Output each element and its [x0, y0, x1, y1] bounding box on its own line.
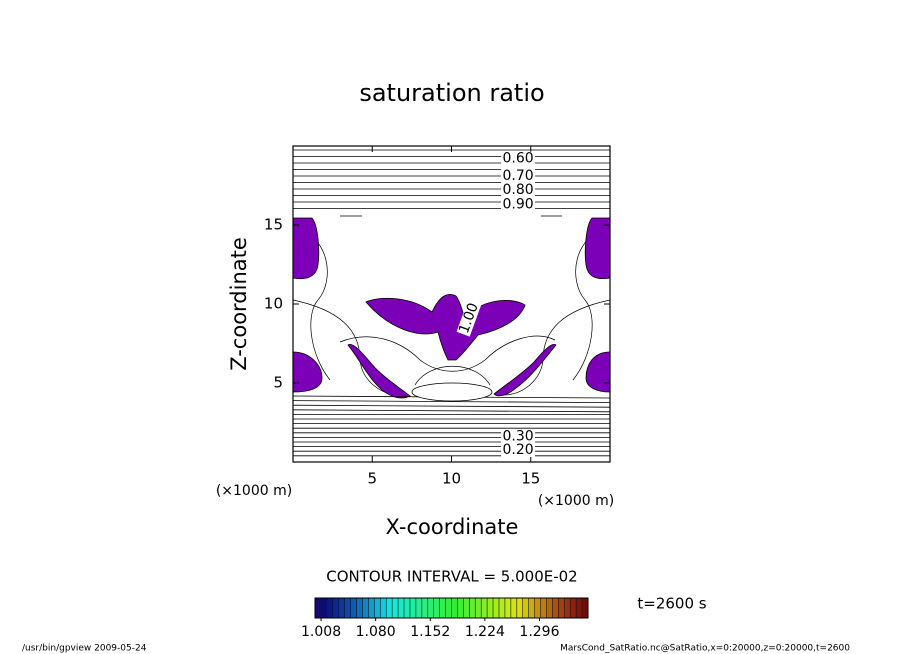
contour-label: 0.70: [502, 168, 533, 184]
contour-label-bg: [456, 299, 482, 337]
colorbar-stripe: [315, 598, 321, 618]
y-axis-label: Z-coordinate: [227, 237, 251, 371]
colorbar-stripe: [398, 598, 405, 618]
saturated-region: [584, 217, 611, 280]
colorbar-stripe: [356, 598, 363, 618]
x-tick-label: 5: [367, 470, 377, 488]
time-label: t=2600 s: [637, 595, 706, 613]
contour-label: 0.60: [502, 151, 533, 167]
colorbar-stripe: [427, 598, 434, 618]
colorbar-stripe: [534, 598, 541, 618]
contour-line: [292, 400, 611, 403]
contour-label-bg: [501, 169, 536, 184]
colorbar-stripe: [463, 598, 470, 618]
colorbar-stripe: [409, 598, 416, 618]
x-tick-label: 15: [521, 470, 540, 488]
colorbar-tick-label: 1.152: [410, 624, 450, 640]
colorbar-tick-label: 1.296: [519, 624, 559, 640]
colorbar-tick-label: 1.080: [356, 624, 396, 640]
contour-line: [292, 404, 611, 408]
colorbar-stripe: [338, 598, 345, 618]
source-note: MarsCond_SatRatio.nc@SatRatio,x=0:20000,…: [560, 644, 850, 654]
colorbar-stripe: [332, 598, 339, 618]
colorbar-tick-label: 1.008: [301, 624, 341, 640]
colorbar-stripe: [493, 598, 499, 618]
chart-title: saturation ratio: [359, 79, 544, 107]
colorbar-stripe: [475, 598, 482, 618]
contour-label: 0.20: [502, 442, 533, 458]
colorbar-stripe: [570, 598, 577, 618]
colorbar-stripe: [368, 598, 375, 618]
x-unit: (×1000 m): [538, 493, 614, 509]
colorbar-stripe: [386, 598, 393, 618]
colorbar-stripe: [445, 598, 452, 618]
contour-label-bg: [501, 429, 536, 444]
saturated-region: [292, 217, 320, 280]
colorbar-frame: [314, 597, 589, 619]
saturated-region: [585, 351, 611, 393]
contour-label-bg: [501, 183, 536, 198]
contour-interval: CONTOUR INTERVAL = 5.000E-02: [326, 568, 577, 586]
colorbar-stripe: [498, 598, 505, 618]
contour-field: [292, 149, 611, 457]
program-note: /usr/bin/gpview 2009-05-24: [22, 644, 147, 654]
y-tick-label: 5: [273, 374, 283, 392]
contour-label-bg: [501, 442, 536, 457]
contour-label: 0.30: [502, 429, 533, 445]
saturated-region: [347, 343, 411, 399]
colorbar-stripe: [439, 598, 446, 618]
colorbar-stripe: [582, 598, 588, 618]
colorbar-stripe: [320, 598, 327, 618]
contour-line: [292, 409, 611, 413]
contour-label: 0.90: [502, 196, 533, 212]
colorbar-stripe: [457, 598, 464, 618]
colorbar-stripe: [481, 598, 488, 618]
colorbar-stripe: [344, 598, 351, 618]
contour-label: 0.80: [502, 182, 533, 198]
y-tick-label: 10: [264, 295, 283, 313]
colorbar-stripe: [415, 598, 422, 618]
colorbar-stripe: [516, 598, 523, 618]
colorbar-stripe: [421, 598, 428, 618]
colorbar-stripe: [522, 598, 529, 618]
colorbar-stripe: [546, 598, 553, 618]
saturated-region: [365, 294, 526, 361]
y-unit: (×1000 m): [216, 483, 292, 499]
colorbar-stripe: [404, 598, 410, 618]
colorbar-stripe: [487, 598, 494, 618]
colorbar-tick-label: 1.224: [465, 624, 505, 640]
colorbar-stripe: [540, 598, 547, 618]
contour-line: [411, 382, 493, 402]
colorbar-stripe: [576, 598, 583, 618]
colorbar-stripe: [362, 598, 369, 618]
colorbar-stripe: [564, 598, 571, 618]
contour-line: [339, 335, 556, 372]
contour-label-bg: [501, 151, 536, 166]
x-tick-label: 10: [442, 470, 461, 488]
colorbar-stripe: [528, 598, 535, 618]
saturated-region: [493, 343, 557, 397]
colorbar-stripe: [392, 598, 399, 618]
colorbar-stripe: [504, 598, 511, 618]
colorbar-stripe: [380, 598, 387, 618]
contour-line: [414, 366, 491, 386]
colorbar-stripe: [558, 598, 565, 618]
colorbar-stripe: [433, 598, 440, 618]
colorbar-stripe: [451, 598, 458, 618]
colorbar-stripe: [552, 598, 559, 618]
saturated-region: [292, 351, 323, 393]
colorbar-stripe: [350, 598, 357, 618]
colorbar-stripe: [469, 598, 476, 618]
contour-label-bg: [501, 197, 536, 212]
colorbar-stripe: [374, 598, 381, 618]
x-axis-label: X-coordinate: [386, 515, 519, 539]
colorbar-stripe: [326, 598, 333, 618]
colorbar-stripe: [510, 598, 517, 618]
y-tick-label: 15: [264, 216, 283, 234]
